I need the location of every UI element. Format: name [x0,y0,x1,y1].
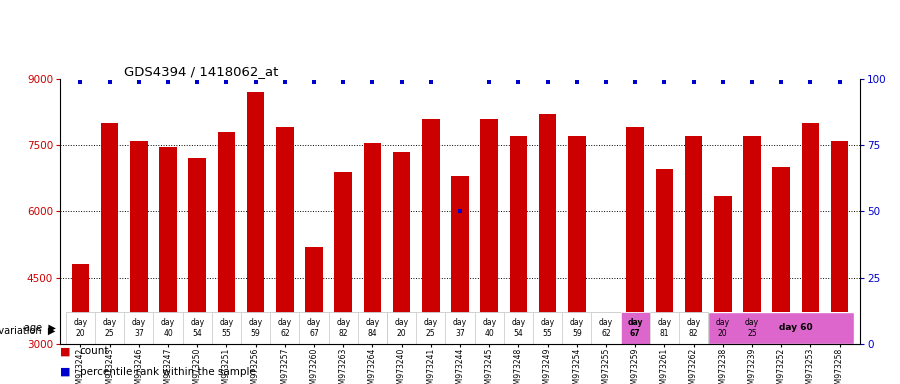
Bar [66,319,387,344]
Bar [446,312,474,344]
Bar [328,312,358,344]
Bar [591,312,621,344]
Bar [247,92,265,344]
Text: Npc+/- control: Npc+/- control [509,326,585,336]
Text: Npc+/+ control: Npc+/+ control [741,326,822,336]
Bar [159,147,176,344]
Bar [188,158,206,344]
Text: day
40: day 40 [482,318,496,338]
Text: day
59: day 59 [248,318,263,338]
Bar [153,312,183,344]
Text: day
81: day 81 [657,318,671,338]
Bar [650,312,679,344]
Bar [708,312,854,344]
Bar [270,312,300,344]
Text: day
62: day 62 [598,318,613,338]
Text: ■: ■ [60,346,70,356]
Bar [416,312,446,344]
Bar [772,167,790,344]
Text: day
84: day 84 [365,318,380,338]
Text: count: count [80,346,109,356]
Bar [130,141,148,344]
Text: day
20: day 20 [74,318,87,338]
Bar [481,119,498,344]
Text: day
54: day 54 [190,318,204,338]
Bar [66,312,387,344]
Bar [509,136,527,344]
Bar [685,136,702,344]
Text: day
55: day 55 [541,318,554,338]
Bar [72,264,89,344]
Bar [212,312,241,344]
Text: day
67: day 67 [307,318,321,338]
Text: day
20: day 20 [394,318,409,338]
Bar [451,176,469,344]
Bar [387,319,708,344]
Text: day
25: day 25 [424,318,438,338]
Text: day
82: day 82 [687,318,700,338]
Bar [655,169,673,344]
Text: day
67: day 67 [627,318,643,338]
Text: day
25: day 25 [745,318,759,338]
Text: Npc-/-: Npc-/- [211,326,242,336]
Bar [533,312,562,344]
Text: day
20: day 20 [716,318,730,338]
Bar [335,172,352,344]
Bar [364,143,382,344]
Bar [241,312,270,344]
Bar [300,312,328,344]
Text: day
40: day 40 [161,318,176,338]
Bar [743,136,760,344]
Text: day
62: day 62 [278,318,292,338]
Text: percentile rank within the sample: percentile rank within the sample [80,367,256,377]
Bar [358,312,387,344]
Text: day
59: day 59 [570,318,584,338]
Bar [305,247,323,344]
Bar [422,119,439,344]
Text: day
37: day 37 [131,318,146,338]
Bar [504,312,533,344]
Bar [474,312,504,344]
Bar [539,114,556,344]
Bar [568,136,586,344]
Bar [831,141,849,344]
Bar [218,132,235,344]
Text: day 60: day 60 [779,323,813,333]
Bar [714,196,732,344]
Bar [626,127,644,344]
Bar [392,152,410,344]
Text: day
37: day 37 [453,318,467,338]
Bar [183,312,212,344]
Bar [679,312,708,344]
Bar [95,312,124,344]
Bar [387,312,708,344]
Bar [708,319,854,344]
Bar [124,312,153,344]
Bar [101,123,119,344]
Text: genotype/variation  ▶: genotype/variation ▶ [0,326,56,336]
Text: age  ▶: age ▶ [23,323,56,333]
Text: day
82: day 82 [336,318,350,338]
Text: GDS4394 / 1418062_at: GDS4394 / 1418062_at [124,65,278,78]
Bar [802,123,819,344]
Bar [621,312,650,344]
Text: day
54: day 54 [511,318,526,338]
Text: ■: ■ [60,367,70,377]
Text: day
55: day 55 [220,318,233,338]
Bar [562,312,591,344]
Bar [66,312,95,344]
Bar [387,312,416,344]
Bar [598,324,615,344]
Bar [276,127,293,344]
Text: day
25: day 25 [103,318,117,338]
